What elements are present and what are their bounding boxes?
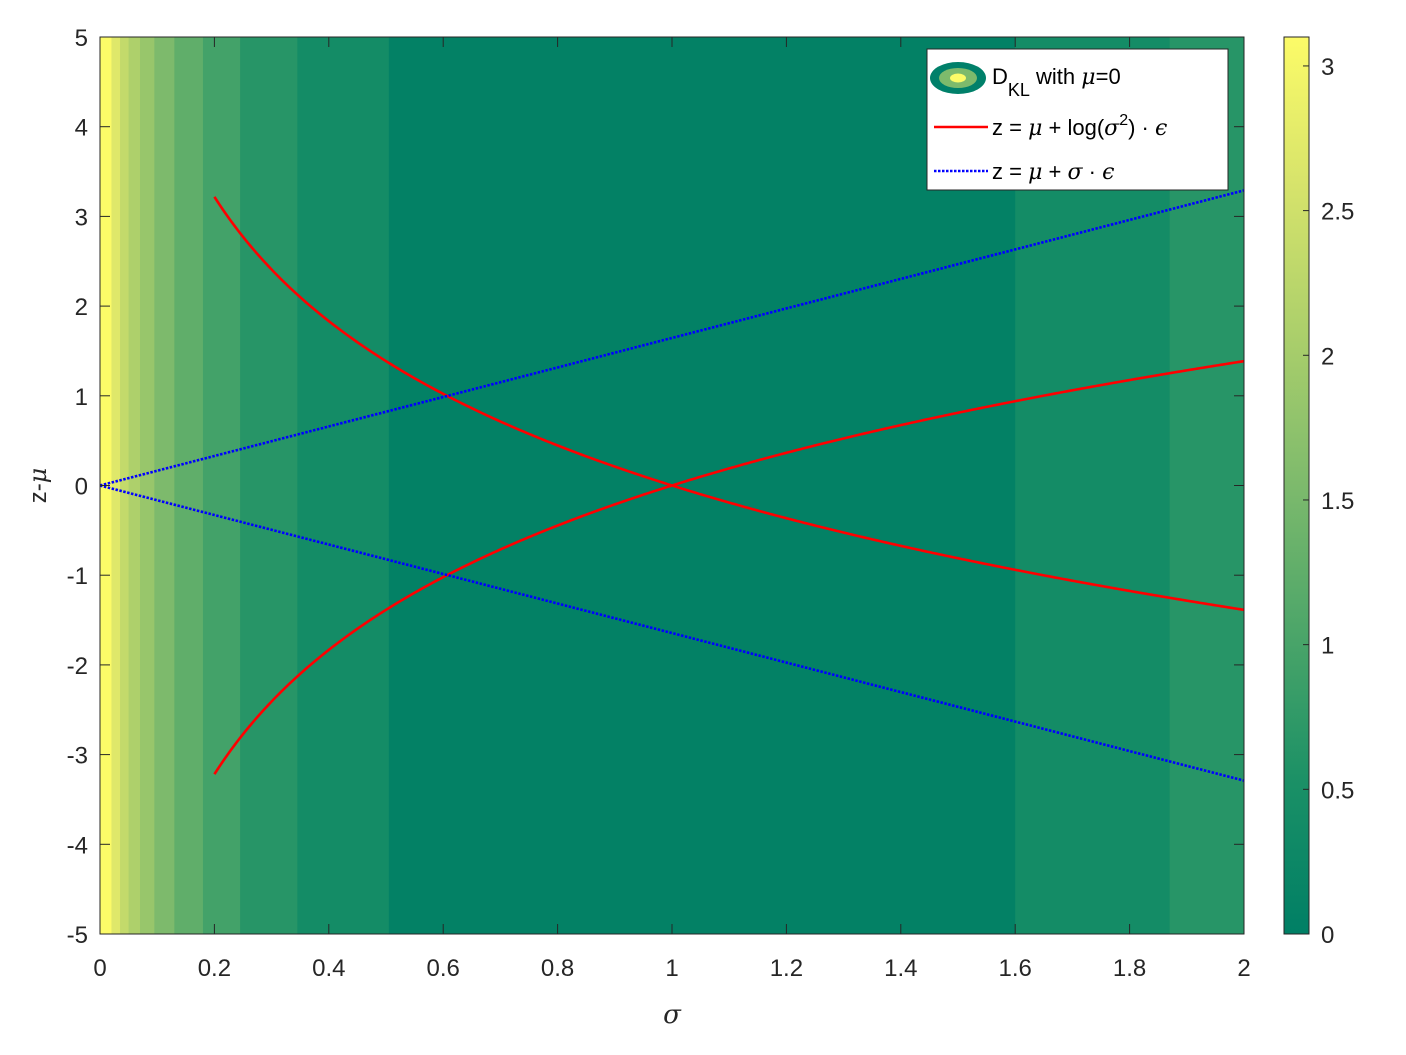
y-tick-label: -1 bbox=[67, 563, 88, 590]
y-tick-label: 4 bbox=[75, 115, 88, 142]
y-tick-label: -4 bbox=[67, 832, 88, 859]
series-blue-line-negative bbox=[100, 484, 1244, 782]
y-tick-label: 5 bbox=[75, 25, 88, 52]
y-tick-label: 3 bbox=[75, 204, 88, 231]
y-tick-label: -3 bbox=[67, 743, 88, 770]
x-tick-label: 1 bbox=[665, 955, 678, 982]
series-red-line-negative bbox=[213, 196, 1244, 612]
x-tick-label: 1.4 bbox=[884, 955, 917, 982]
x-tick-label: 0.4 bbox=[312, 955, 345, 982]
x-tick-label: 1.2 bbox=[770, 955, 803, 982]
x-tick-label: 0 bbox=[93, 955, 106, 982]
heatmap-band-2 bbox=[120, 37, 130, 934]
colorbar-tick-label: 2.5 bbox=[1321, 199, 1354, 226]
colorbar-tick-label: 2 bbox=[1321, 343, 1334, 370]
y-axis: -5 -4 -3 -2 -1 0 1 2 3 4 5 bbox=[67, 25, 1244, 949]
colorbar-tick-label: 1.5 bbox=[1321, 488, 1354, 515]
colorbar-tick-label: 0 bbox=[1321, 922, 1334, 949]
colorbar-tick-label: 0.5 bbox=[1321, 777, 1354, 804]
x-tick-label: 2 bbox=[1237, 955, 1250, 982]
y-tick-label: -5 bbox=[67, 922, 88, 949]
series-red-line-positive bbox=[213, 359, 1244, 775]
heatmap-band-8 bbox=[240, 37, 298, 934]
legend-label-sigma: z = μ + σ · ϵ bbox=[992, 159, 1114, 185]
colorbar-tick-label: 1 bbox=[1321, 633, 1334, 660]
x-axis-label: σ bbox=[663, 1000, 682, 1030]
heatmap-band-7 bbox=[202, 37, 241, 934]
legend-label-dkl: DKL with μ=0 bbox=[992, 64, 1121, 100]
y-tick-label: 1 bbox=[75, 384, 88, 411]
heatmap-band-6 bbox=[174, 37, 204, 934]
y-tick-label: 2 bbox=[75, 294, 88, 321]
x-axis: 0 0.2 0.4 0.6 0.8 1 1.2 1.4 1.6 1.8 2 bbox=[93, 37, 1251, 982]
heatmap-band-10 bbox=[388, 37, 1016, 934]
y-axis-label: z-μ bbox=[24, 468, 52, 504]
colorbar-gradient bbox=[1283, 36, 1310, 935]
x-tick-label: 0.6 bbox=[427, 955, 460, 982]
colorbar-tick-label: 3 bbox=[1321, 54, 1334, 81]
x-tick-label: 0.8 bbox=[541, 955, 574, 982]
x-tick-label: 1.8 bbox=[1113, 955, 1146, 982]
x-tick-label: 1.6 bbox=[999, 955, 1032, 982]
legend: DKL with μ=0 z = μ + log(σ2) · ϵ z = μ + σ… bbox=[926, 48, 1229, 191]
heatmap-band-5 bbox=[154, 37, 175, 934]
y-tick-label: -2 bbox=[67, 653, 88, 680]
series-blue-line-positive bbox=[100, 189, 1244, 487]
heatmap-band-9 bbox=[297, 37, 390, 934]
heatmap-band-3 bbox=[128, 37, 141, 934]
heatmap-band-4 bbox=[140, 37, 155, 934]
heatmap-band-1 bbox=[111, 37, 121, 934]
x-tick-label: 0.2 bbox=[198, 955, 231, 982]
colorbar: 0 0.5 1 1.5 2 2.5 3 bbox=[1283, 36, 1354, 949]
legend-label-log-sigma: z = μ + log(σ2) · ϵ bbox=[992, 112, 1167, 141]
y-tick-label: 0 bbox=[75, 474, 88, 501]
legend-contour-icon bbox=[930, 62, 986, 94]
